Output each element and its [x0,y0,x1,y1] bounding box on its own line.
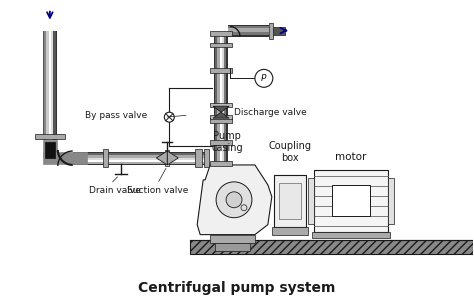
Bar [220,33,222,195]
Bar [279,183,301,219]
Bar [273,26,285,35]
Bar [43,31,44,140]
Bar [217,33,220,195]
Bar [190,240,473,254]
Bar [215,243,250,250]
Circle shape [164,112,174,122]
Bar [228,32,269,35]
Bar [51,31,53,140]
Text: Centrifugal pump system: Centrifugal pump system [138,281,336,295]
Bar [222,33,224,195]
Bar [210,43,232,47]
Bar [274,175,306,227]
Bar [228,25,269,26]
Bar [73,153,208,155]
Bar [210,118,232,123]
Text: Suction valve: Suction valve [127,186,188,195]
Bar [272,227,308,235]
Bar [215,33,217,195]
Polygon shape [156,151,167,165]
Bar [269,22,273,39]
Bar [308,178,314,224]
Circle shape [255,69,273,87]
Text: Coupling
box: Coupling box [268,141,311,163]
Bar [73,155,208,158]
Bar [53,31,56,140]
Bar [210,235,255,243]
Bar [228,26,269,28]
Bar [35,134,65,139]
Bar [312,232,390,238]
Polygon shape [213,106,229,112]
Bar [45,142,55,158]
Bar [228,35,269,36]
Bar [314,170,388,232]
Bar [210,161,232,166]
Bar [73,164,208,165]
Bar [46,31,49,140]
Bar [49,31,51,140]
Bar [73,152,208,153]
Bar [102,149,108,167]
Bar [73,162,208,164]
Bar [210,115,232,119]
Bar [332,185,370,216]
Bar [210,103,232,107]
Bar [210,140,232,145]
Text: Drain valve: Drain valve [89,186,141,195]
Text: Discharge valve: Discharge valve [234,108,307,117]
Polygon shape [213,112,229,118]
Bar [210,31,232,36]
Bar [73,158,208,160]
Bar [44,31,46,140]
Polygon shape [197,165,272,235]
Text: By pass valve: By pass valve [85,111,147,120]
Bar [204,149,209,167]
Polygon shape [167,151,178,165]
Text: P: P [261,74,266,83]
Bar [195,149,202,167]
Bar [73,160,208,162]
Bar [388,178,394,224]
Bar [226,33,228,195]
Text: Pump
casing: Pump casing [211,131,243,153]
Bar [210,68,232,73]
Circle shape [226,192,242,208]
Bar [228,28,269,32]
Bar [224,33,226,195]
Circle shape [216,182,252,218]
Bar [43,152,87,164]
Bar [165,150,169,166]
Bar [214,33,215,195]
Bar [43,140,57,158]
Bar [56,31,57,140]
Text: motor: motor [335,152,366,162]
